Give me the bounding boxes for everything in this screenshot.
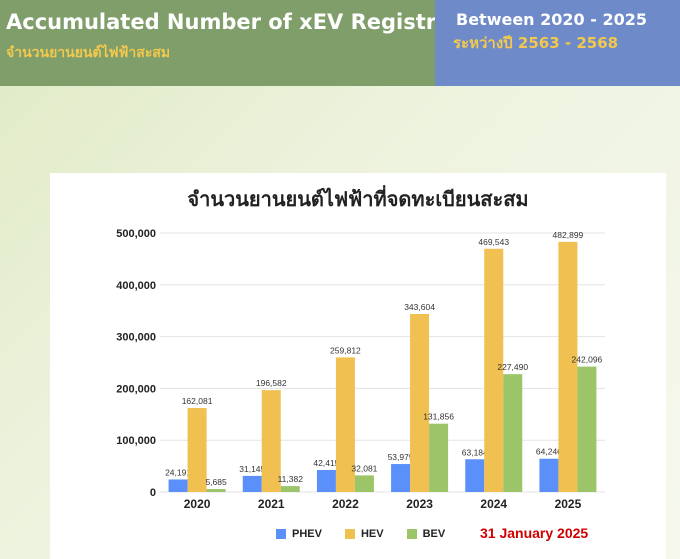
bar-hev-2021: [261, 390, 281, 492]
x-tick-label: 2021: [258, 497, 285, 511]
x-tick-label: 2024: [480, 497, 507, 511]
header-banner-right: Between 2020 - 2025 ระหว่างปี 2563 - 256…: [435, 0, 680, 86]
legend-label-bev: BEV: [422, 528, 446, 540]
y-tick-label: 100,000: [116, 435, 156, 447]
data-label: 259,812: [330, 345, 361, 355]
data-label: 63,184: [462, 447, 488, 457]
chart-title: จำนวนยานยนต์ไฟฟ้าที่จดทะเบียนสะสม: [187, 187, 529, 211]
y-tick-label: 200,000: [116, 383, 156, 395]
bar-phev-2025: [539, 458, 559, 492]
chart-panel: จำนวนยานยนต์ไฟฟ้าที่จดทะเบียนสะสม 0 100,0…: [50, 173, 666, 559]
legend-swatch-hev: [344, 529, 355, 539]
data-label: 469,543: [478, 237, 509, 247]
legend-label-phev: PHEV: [292, 528, 322, 540]
data-label: 11,382: [278, 474, 304, 484]
y-tick-label: 300,000: [116, 332, 156, 344]
data-label: 343,604: [404, 302, 435, 312]
header-title: Accumulated Number of xEV Registration: [6, 10, 497, 34]
bar-phev-2021: [242, 475, 262, 492]
x-tick-label: 2025: [555, 497, 582, 511]
x-tick-label: 2023: [406, 497, 433, 511]
y-tick-label: 400,000: [116, 280, 156, 292]
data-label: 31,145: [239, 464, 265, 474]
bar-bev-2021: [280, 486, 300, 492]
data-label: 5,685: [205, 477, 227, 487]
bar-phev-2023: [391, 464, 411, 492]
header-subtitle: จำนวนยานยนต์ไฟฟ้าสะสม: [6, 45, 171, 61]
period-subtitle: ระหว่างปี 2563 - 2568: [453, 34, 619, 52]
bar-phev-2024: [465, 459, 485, 492]
header-banner-left: Accumulated Number of xEV Registration จ…: [0, 0, 497, 86]
data-label: 53,979: [388, 452, 414, 462]
legend-swatch-bev: [406, 529, 417, 539]
data-label: 162,081: [182, 396, 213, 406]
data-label: 24,191: [165, 467, 191, 477]
x-tick-label: 2022: [332, 497, 359, 511]
date-note: 31 January 2025: [480, 525, 589, 541]
data-label: 42,415: [313, 458, 339, 468]
bar-bev-2025: [577, 366, 597, 492]
bar-bev-2023: [429, 423, 449, 492]
data-label: 482,899: [553, 230, 584, 240]
bar-hev-2023: [410, 314, 430, 492]
x-tick-label: 2020: [184, 497, 211, 511]
data-label: 64,246: [536, 447, 562, 457]
data-label: 131,856: [423, 412, 454, 422]
bar-phev-2020: [168, 479, 188, 492]
bar-hev-2024: [484, 248, 504, 492]
legend-label-hev: HEV: [360, 528, 384, 540]
y-tick-label: 500,000: [116, 228, 156, 240]
bar-bev-2022: [354, 475, 374, 492]
bar-phev-2022: [316, 470, 336, 492]
legend-swatch-phev: [276, 529, 286, 539]
bar-chart: 0 100,000 200,000 300,000 400,000 500,000 24,1…: [116, 228, 605, 511]
legend-item-bev: BEV: [406, 528, 446, 540]
period-title: Between 2020 - 2025: [456, 10, 647, 29]
legend-item-phev: PHEV: [276, 528, 322, 540]
bar-bev-2020: [206, 489, 226, 492]
bar-hev-2022: [335, 357, 355, 492]
legend-item-hev: HEV: [344, 528, 384, 540]
data-label: 242,096: [572, 355, 603, 365]
bar-hev-2020: [187, 408, 207, 492]
bar-hev-2025: [558, 241, 578, 492]
data-label: 227,490: [497, 362, 528, 372]
bar-bev-2024: [503, 374, 523, 492]
data-label: 32,081: [351, 463, 377, 473]
y-tick-label: 0: [150, 487, 156, 499]
data-label: 196,582: [256, 378, 287, 388]
chart-legend: PHEV HEV BEV: [276, 525, 468, 543]
